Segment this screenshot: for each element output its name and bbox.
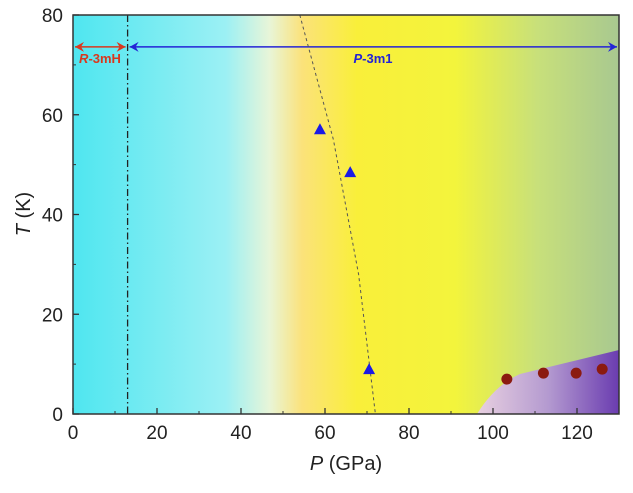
dashed-boundary-curve bbox=[299, 14, 376, 415]
circle-point bbox=[501, 373, 513, 385]
x-tick-label: 60 bbox=[314, 423, 335, 444]
triangle-point bbox=[313, 123, 326, 135]
y-tick-label: 0 bbox=[52, 405, 63, 426]
x-tick-label: 40 bbox=[230, 423, 251, 444]
superconducting-region bbox=[477, 350, 619, 414]
arrow-head-right-1 bbox=[608, 41, 617, 52]
x-tick-label: 100 bbox=[477, 423, 509, 444]
plot-background bbox=[73, 15, 619, 414]
circle-point bbox=[596, 363, 608, 375]
x-tick-label: 80 bbox=[398, 423, 419, 444]
circle-point bbox=[537, 367, 549, 379]
triangle-point bbox=[363, 363, 376, 375]
y-axis-label: T (K) bbox=[13, 192, 35, 236]
phase-label-p3m1: P-3m1 bbox=[353, 51, 392, 66]
circle-point bbox=[570, 367, 582, 379]
x-axis-label: P (GPa) bbox=[310, 453, 382, 475]
arrow-head-left-1 bbox=[129, 41, 139, 52]
y-tick-label: 60 bbox=[42, 106, 63, 127]
y-tick-label: 20 bbox=[42, 305, 63, 326]
x-tick-label: 120 bbox=[561, 423, 593, 444]
x-tick-label: 20 bbox=[146, 423, 167, 444]
y-tick-label: 80 bbox=[42, 6, 63, 27]
arrow-head-right-0 bbox=[116, 41, 126, 52]
phase-label-r3mh: R-3mH bbox=[79, 51, 121, 66]
x-tick-label: 0 bbox=[68, 423, 79, 444]
arrow-head-left-0 bbox=[75, 41, 84, 52]
y-tick-label: 40 bbox=[42, 206, 63, 227]
triangle-point bbox=[344, 166, 357, 178]
